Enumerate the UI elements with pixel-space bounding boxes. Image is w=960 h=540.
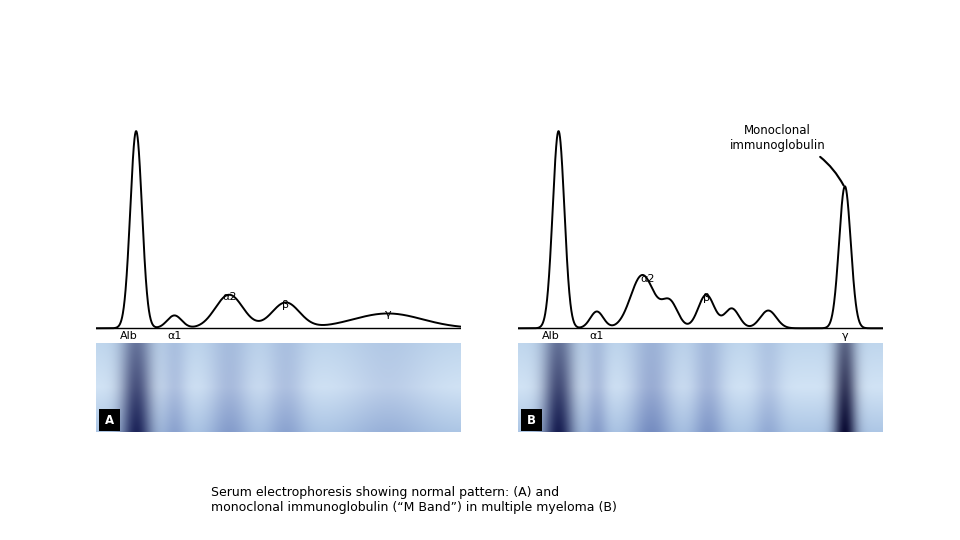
Text: β: β [282,300,289,310]
Text: α1: α1 [167,331,181,341]
Text: α1: α1 [589,331,604,341]
Text: α2: α2 [640,273,655,284]
Text: B: B [527,414,537,427]
Text: γ: γ [385,309,391,319]
Text: Serum electrophoresis showing normal pattern: (A) and
monoclonal immunoglobulin : Serum electrophoresis showing normal pat… [211,486,617,514]
Text: A: A [105,414,114,427]
Text: Alb: Alb [542,331,560,341]
Text: β: β [703,293,709,303]
Text: Alb: Alb [120,331,137,341]
Text: Monoclonal
immunoglobulin: Monoclonal immunoglobulin [730,124,844,185]
Text: γ: γ [842,331,849,341]
Text: α2: α2 [222,292,236,302]
